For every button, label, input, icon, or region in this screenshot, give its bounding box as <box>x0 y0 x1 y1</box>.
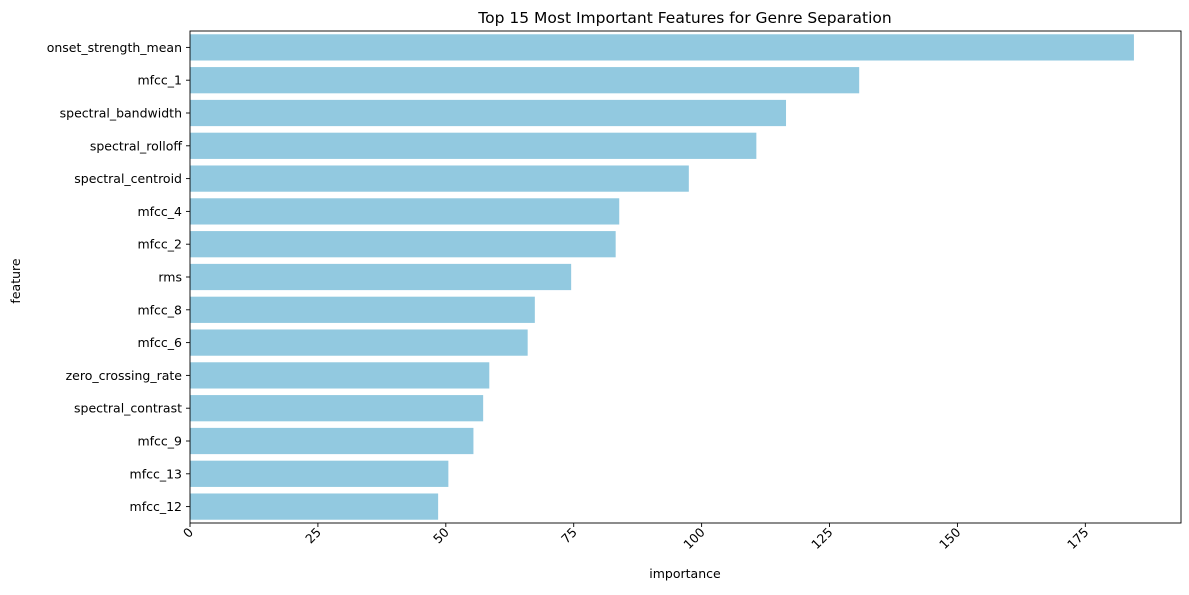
y-tick-label: mfcc_8 <box>137 302 182 317</box>
x-tick-label: 175 <box>1064 525 1091 552</box>
y-axis: onset_strength_mean mfcc_1 spectral_bandwi… <box>47 40 190 514</box>
bar-spectral-bandwidth <box>190 99 787 127</box>
y-tick-label: mfcc_4 <box>137 204 182 219</box>
y-axis-label: feature <box>8 258 23 303</box>
bar-mfcc-9 <box>190 427 474 455</box>
x-tick-label: 25 <box>302 525 324 547</box>
bar-onset-strength-mean <box>190 34 1134 61</box>
bar-zero-crossing-rate <box>190 362 490 389</box>
y-tick-label: mfcc_6 <box>137 335 182 350</box>
x-tick-label: 0 <box>180 524 196 540</box>
y-tick-label: spectral_bandwidth <box>60 106 182 121</box>
bar-rms <box>190 263 572 291</box>
chart-title: Top 15 Most Important Features for Genre… <box>477 9 891 27</box>
plot-frame <box>189 30 1182 524</box>
x-tick-label: 100 <box>680 524 708 552</box>
bar-mfcc-12 <box>190 493 439 520</box>
x-axis: 0 25 50 75 100 125 150 175 <box>180 523 1091 552</box>
bar-mfcc-1 <box>190 67 860 94</box>
y-tick-label: onset_strength_mean <box>47 40 182 55</box>
y-tick-label: rms <box>158 270 182 285</box>
y-tick-label: spectral_contrast <box>74 401 182 416</box>
bar-mfcc-4 <box>190 198 620 225</box>
bar-spectral-contrast <box>190 395 484 422</box>
bar-mfcc-8 <box>190 296 535 323</box>
bar-mfcc-13 <box>190 460 449 487</box>
x-axis-label: importance <box>649 566 721 581</box>
x-tick-label: 150 <box>936 524 964 552</box>
y-tick-label: mfcc_2 <box>137 237 182 252</box>
x-tick-label: 125 <box>808 525 835 552</box>
y-tick-label: mfcc_1 <box>137 73 182 88</box>
x-tick-label: 75 <box>558 525 580 547</box>
bar-mfcc-6 <box>190 329 528 356</box>
x-tick-label: 50 <box>430 524 452 546</box>
bar-mfcc-2 <box>190 231 616 258</box>
y-tick-label: spectral_centroid <box>74 171 182 186</box>
bars <box>190 34 1134 520</box>
y-tick-label: mfcc_13 <box>130 466 182 481</box>
y-tick-label: mfcc_9 <box>137 434 182 449</box>
y-tick-label: mfcc_12 <box>130 499 182 514</box>
bar-spectral-rolloff <box>190 132 757 159</box>
bar-spectral-centroid <box>190 165 689 192</box>
y-tick-label: zero_crossing_rate <box>66 368 183 383</box>
y-tick-label: spectral_rolloff <box>90 138 183 153</box>
